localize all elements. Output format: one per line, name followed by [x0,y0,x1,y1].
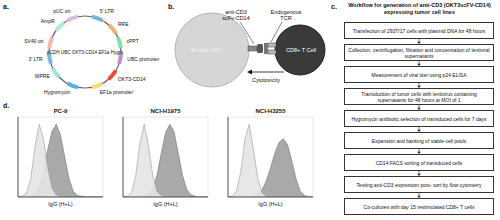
workflow-arrow [419,105,420,108]
feature-label: Hygromycin [44,89,71,95]
plasmid-feature [53,68,59,77]
workflow-step: Hygromycin antibiotic selection of trans… [344,110,494,127]
plasmid-feature [118,37,121,48]
scfv-stalk [248,46,257,51]
t-cell [275,25,325,75]
tcr-chain [268,43,276,47]
plot-area [18,124,103,197]
chart-title: NCI-H3255 [255,108,286,114]
histogram [18,124,103,197]
feature-label: RRE [118,21,129,27]
scfv-head [257,44,263,53]
tcr-chain [268,50,276,54]
panel-label: d. [3,102,9,109]
effect-label: Cytotoxicity [252,77,280,83]
workflow-arrow [419,149,420,152]
plasmid-feature [68,17,79,21]
feature-label: SV40 ori [24,38,43,44]
t-cell-label: CD8+ T Cell [286,47,316,53]
tumor-cell [175,13,249,87]
workflow-arrow [419,83,420,86]
arrow-head [247,70,252,75]
x-axis [18,197,103,198]
panel-label: b. [168,3,174,10]
feature-label: 5' LTR [100,8,115,14]
x-axis [228,197,313,198]
histogram [228,124,313,197]
chart-title: PC-9 [54,108,68,114]
x-axis-label: IgG (H+L) [48,201,72,207]
plot-area [228,124,313,197]
plasmid-feature [49,37,52,48]
feature-label: AmpR [41,18,55,24]
tcr-head [264,43,268,54]
feature-label: WPRE [35,73,51,79]
leader-line [240,22,254,44]
x-axis-label: IgG (H+L) [153,201,177,207]
panel-label: c. [331,3,337,10]
y-axis [18,117,19,197]
feature-label: 3' LTR [28,56,43,62]
panel-label: a. [3,3,9,10]
plot-frame [228,117,313,197]
feature-label: cPPT [127,38,139,44]
workflow-arrow [419,127,420,130]
workflow-step: Measurement of viral titer using p24 ELI… [344,66,494,83]
workflow-step: Transfection of 293T/17 cells with plasm… [344,22,494,39]
tcr-label: TCR [280,15,291,21]
workflow-step: CD14 FACS sorting of transduced cells [344,154,494,171]
feature-label: UBC promoter [127,56,159,62]
workflow-arrow [419,39,420,42]
feature-label: EF1a promoter [100,89,134,95]
plot-frame [123,117,208,197]
workflow-arrow [419,193,420,196]
workflow-step: Transduction of tumor cells with lentivi… [344,88,494,105]
plasmid-feature [109,71,116,80]
y-axis [123,117,124,197]
plasmid-feature [56,23,64,31]
arrow-line [250,72,284,73]
workflow-step: Co-cultures with day 15 restimulated CD8… [344,198,494,215]
histogram [123,124,208,197]
feature-label: OKT3-CD14 [118,76,146,82]
plasmid-name: pCDH UBC OKT3-CD14 EF1a Hygro [47,50,123,55]
histogram [123,124,208,197]
feature-label: pUC ori [53,8,70,14]
y-axis [228,117,229,197]
workflow-arrow [419,171,420,174]
workflow-step: Collection, centrifugation, filtration a… [344,44,494,61]
x-axis [123,197,208,198]
leader-line [271,22,282,42]
plasmid-feature [92,17,103,21]
chart-title: NCI-H1975 [150,108,181,114]
workflow-step: Expansion and banking of stable cell poo… [344,132,494,149]
workflow-arrow [419,61,420,64]
workflow-title: Workflow for generation of anti-CD3 (OKT… [342,2,497,15]
scfv-label: scFv-CD14 [222,15,250,21]
workflow-step: Testing anti-CD3 expression post- sort b… [344,176,494,193]
tumor-cell-label: Tumor Cell [190,47,219,53]
plasmid-feature [68,83,79,87]
plasmid-feature [109,25,116,34]
plot-frame [18,117,103,197]
histogram [18,124,103,197]
plot-area [123,124,208,197]
x-axis-label: IgG (H+L) [258,201,282,207]
plasmid-feature [92,83,103,87]
